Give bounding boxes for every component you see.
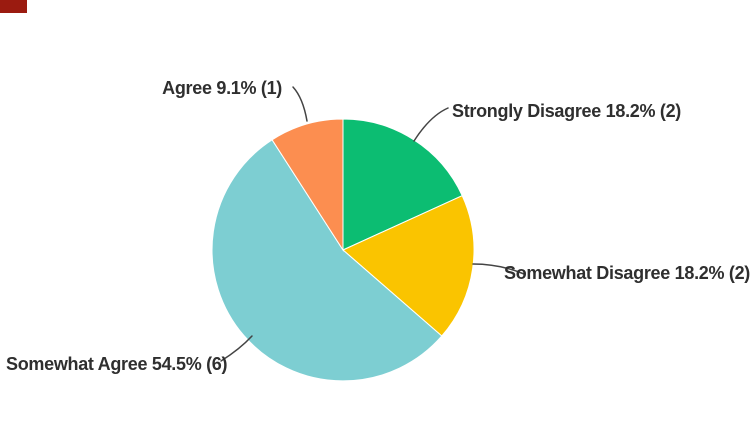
leader-line-strongly-disagree <box>413 107 449 142</box>
slice-label-somewhat-agree: Somewhat Agree 54.5% (6) <box>6 354 228 374</box>
pie-slice-agree[interactable] <box>271 118 344 252</box>
leader-lines-group <box>220 86 525 362</box>
pie-slice-somewhat-agree[interactable] <box>211 139 443 382</box>
pie-slice-somewhat-disagree[interactable] <box>342 195 475 337</box>
slice-label-strongly-disagree: Strongly Disagree 18.2% (2) <box>452 101 681 121</box>
pie-slices-group <box>211 118 475 382</box>
slice-label-somewhat-disagree: Somewhat Disagree 18.2% (2) <box>503 263 750 283</box>
leader-line-somewhat-agree <box>220 335 253 362</box>
slice-label-agree: Agree 9.1% (1) <box>162 78 282 98</box>
leader-line-somewhat-disagree <box>472 263 525 275</box>
top-left-red-marker <box>0 0 27 13</box>
leader-line-agree <box>292 86 308 122</box>
